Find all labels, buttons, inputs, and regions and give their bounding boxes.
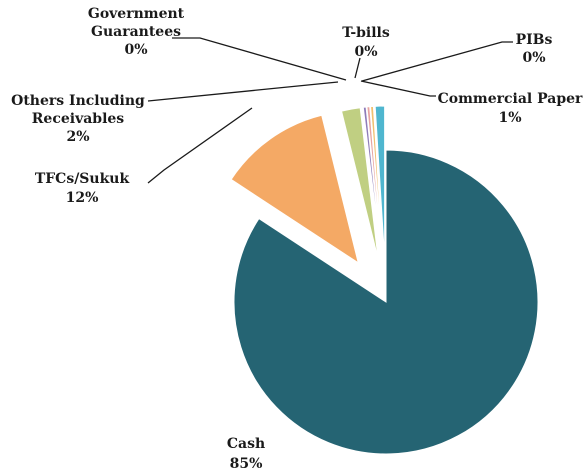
pibs-value-label: 0% (522, 50, 545, 66)
cash-name-label: Cash (227, 436, 265, 452)
leader-line-others (147, 81, 339, 102)
t-bills-value-label: 0% (354, 44, 377, 60)
others-name-label-line1: Others Including (11, 93, 145, 109)
commercial-paper-name-label: Commercial Paper (438, 91, 583, 107)
slice-commercial-paper (374, 105, 386, 259)
government-guarantees-value-label: 0% (124, 42, 147, 58)
leader-line-government-guarantees (172, 37, 347, 81)
pie-slices (230, 105, 539, 455)
slice-tfcs-sukuk (230, 114, 360, 264)
slice-pibs (370, 105, 384, 259)
others-name-label-line2: Receivables (32, 111, 125, 127)
others-value-label: 2% (66, 129, 89, 145)
government-guarantees-name-label-line1: Government (88, 6, 185, 22)
slice-cash (233, 149, 539, 455)
leader-line-pibs (361, 41, 513, 82)
slice-government-guarantees (362, 106, 382, 259)
tfcs-sukuk-name-label: TFCs/Sukuk (35, 171, 130, 187)
pibs-name-label: PIBs (516, 32, 553, 48)
t-bills-name-label: T-bills (342, 25, 390, 41)
government-guarantees-name-label-line2: Guarantees (91, 24, 181, 40)
leader-line-commercial-paper (360, 80, 436, 97)
commercial-paper-value-label: 1% (498, 110, 521, 126)
slice-t-bills (366, 106, 383, 259)
tfcs-sukuk-value-label: 12% (66, 190, 99, 206)
leader-line-tfcs-sukuk (147, 107, 253, 184)
leader-lines (147, 37, 513, 184)
slice-others-including-receivables (340, 107, 379, 259)
cash-value-label: 85% (230, 456, 263, 472)
leader-line-t-bills (354, 57, 361, 79)
